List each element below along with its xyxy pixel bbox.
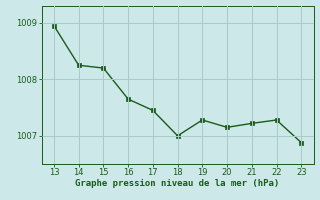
X-axis label: Graphe pression niveau de la mer (hPa): Graphe pression niveau de la mer (hPa) <box>76 179 280 188</box>
